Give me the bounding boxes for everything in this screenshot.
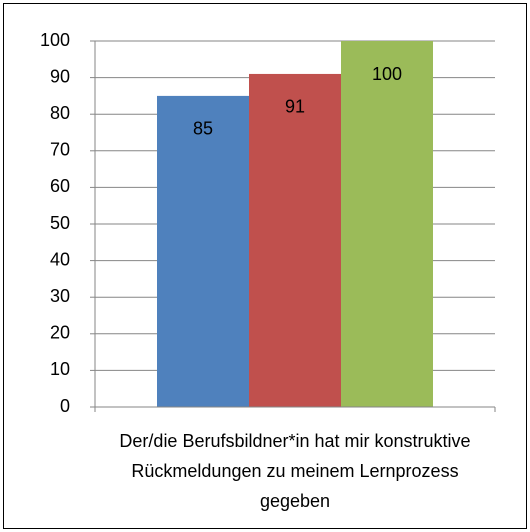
y-tick-label: 80 — [50, 103, 70, 123]
y-tick-label: 100 — [40, 30, 70, 50]
data-label: 91 — [285, 97, 305, 117]
bar — [249, 73, 341, 407]
y-tick-label: 20 — [50, 323, 70, 343]
y-tick-label: 50 — [50, 213, 70, 233]
y-tick-label: 10 — [50, 359, 70, 379]
y-tick-label: 40 — [50, 249, 70, 269]
data-label: 85 — [193, 119, 213, 139]
y-tick-label: 30 — [50, 286, 70, 306]
y-tick-label: 0 — [60, 396, 70, 416]
y-tick-label: 60 — [50, 176, 70, 196]
y-tick-label: 90 — [50, 66, 70, 86]
bar — [157, 95, 249, 408]
bar — [341, 41, 433, 407]
data-label: 100 — [372, 64, 402, 84]
y-tick-label: 70 — [50, 140, 70, 160]
x-tick-label: Der/die Berufsbildner*in hat mir konstru… — [119, 431, 471, 511]
